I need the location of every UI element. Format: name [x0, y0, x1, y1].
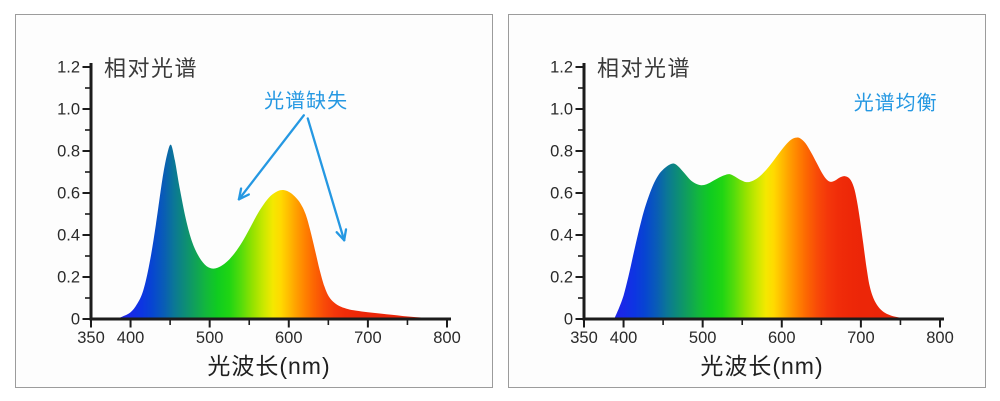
chart-title: 相对光谱 — [104, 56, 199, 81]
y-tick-label: 0.8 — [550, 143, 573, 161]
y-tick-label: 0.4 — [57, 227, 80, 245]
y-tick-label: 1.0 — [550, 101, 573, 119]
y-tick-label: 0 — [564, 311, 573, 329]
x-tick-label: 400 — [117, 329, 145, 347]
y-tick-label: 0.2 — [550, 269, 573, 287]
y-tick-label: 1.2 — [550, 59, 573, 77]
x-tick-label: 600 — [275, 329, 303, 347]
x-tick-label: 800 — [433, 329, 461, 347]
y-tick-label: 0.6 — [57, 185, 80, 203]
annotation-arrowhead — [237, 187, 243, 201]
right-spectrum-chart: 350 400 500 600 700 800 0 0.2 0.4 0.6 0.8 1.0 1.2 — [550, 59, 954, 348]
y-tick-label: 0.8 — [57, 143, 80, 161]
panel-spectrum-missing: 350 400 500 600 700 800 0 0.2 0.4 0.6 0.8 1.0 1.2 相对… — [15, 14, 493, 388]
y-tick-label: 0.6 — [550, 185, 573, 203]
x-tick-label: 500 — [689, 329, 717, 347]
x-axis-label: 光波长(nm) — [700, 353, 824, 379]
x-tick-label: 500 — [196, 329, 224, 347]
x-tick-label: 700 — [847, 329, 875, 347]
x-tick-label: 600 — [768, 329, 796, 347]
annotation-arrow — [237, 114, 305, 201]
annotation-arrowhead — [237, 193, 250, 201]
y-tick-label: 0.2 — [57, 269, 80, 287]
chart-title: 相对光谱 — [597, 56, 692, 81]
panel-spectrum-balanced: 350 400 500 600 700 800 0 0.2 0.4 0.6 0.8 1.0 1.2 相对… — [508, 14, 986, 388]
x-axis-label: 光波长(nm) — [207, 353, 331, 379]
annotation-arrowhead — [343, 228, 348, 242]
y-tick-label: 1.2 — [57, 59, 80, 77]
x-tick-label: 350 — [570, 329, 598, 347]
y-tick-label: 0 — [71, 311, 80, 329]
annotation-spectrum-balanced: 光谱均衡 — [853, 92, 938, 115]
x-tick-label: 700 — [354, 329, 382, 347]
annotation-spectrum-missing: 光谱缺失 — [264, 90, 349, 112]
spectrum-area — [614, 137, 914, 319]
x-tick-label: 350 — [77, 329, 105, 347]
y-tick-label: 0.4 — [550, 227, 573, 245]
annotation-arrow — [306, 117, 346, 242]
x-tick-label: 800 — [926, 329, 954, 347]
left-spectrum-chart: 350 400 500 600 700 800 0 0.2 0.4 0.6 0.8 1.0 1.2 — [57, 59, 461, 348]
y-tick-label: 1.0 — [57, 101, 80, 119]
x-tick-label: 400 — [610, 329, 638, 347]
annotation-arrowhead — [335, 231, 346, 242]
spectrum-area — [116, 144, 448, 319]
